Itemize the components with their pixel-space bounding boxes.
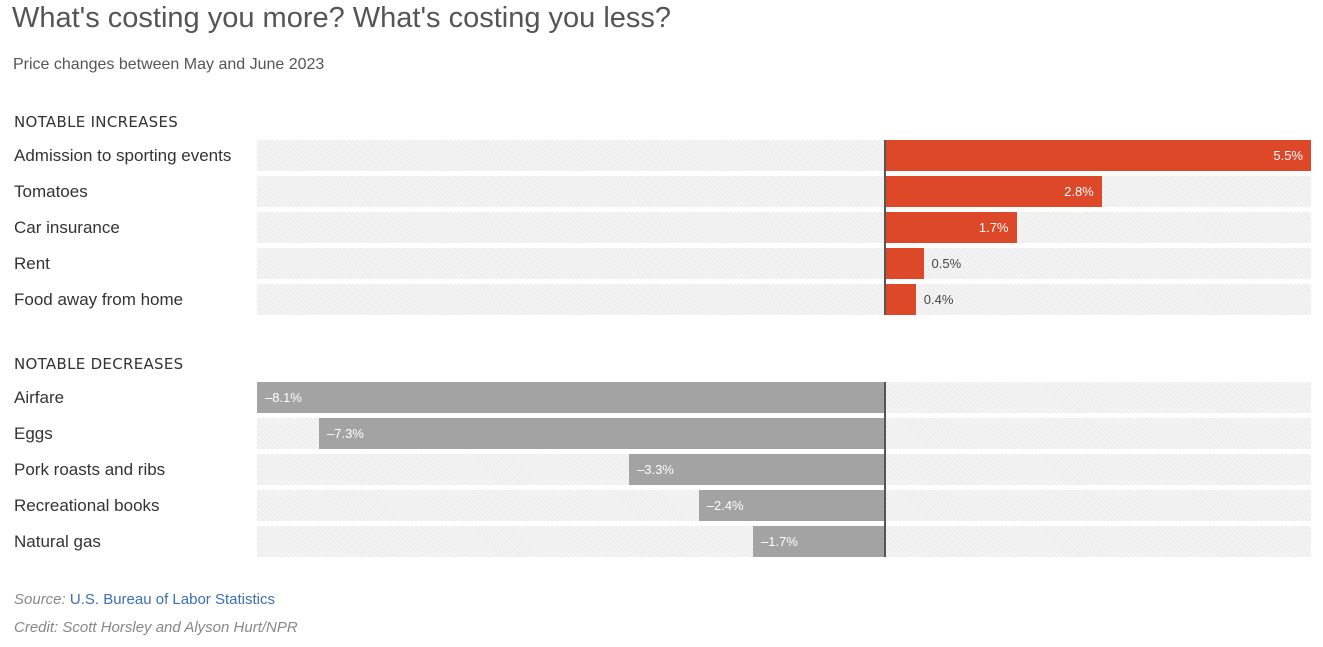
category-label: Car insurance (14, 218, 120, 237)
data-label: –8.1% (265, 390, 302, 405)
bar[interactable] (753, 526, 885, 557)
bar[interactable] (884, 176, 1102, 207)
zero-axis (883, 140, 886, 315)
data-label: –2.4% (706, 498, 744, 513)
category-label: Rent (14, 254, 50, 273)
bar-track (257, 248, 1311, 279)
source-label: Source: (14, 591, 66, 608)
data-label: –1.7% (761, 534, 798, 549)
chart-subtitle: Price changes between May and June 2023 (13, 56, 325, 73)
bar[interactable] (319, 418, 885, 449)
credit-line: Credit: Scott Horsley and Alyson Hurt/NP… (14, 619, 298, 636)
category-label: Recreational books (14, 496, 160, 515)
data-label: 0.5% (931, 256, 962, 271)
data-label: 5.5% (1273, 148, 1303, 163)
data-label: –7.3% (327, 426, 364, 441)
bar-track (257, 212, 1311, 243)
zero-axis (883, 382, 886, 557)
bar-track (257, 176, 1311, 207)
bar[interactable] (884, 212, 1017, 243)
bar[interactable] (884, 248, 924, 279)
bar[interactable] (257, 382, 885, 413)
bar-track (257, 284, 1311, 315)
chart-title: What's costing you more? What's costing … (12, 2, 672, 34)
category-label: Tomatoes (14, 182, 88, 201)
data-label: 0.4% (923, 292, 954, 307)
bar[interactable] (884, 140, 1311, 171)
category-label: Natural gas (14, 532, 101, 551)
data-label: 1.7% (978, 220, 1009, 235)
source-line: Source: U.S. Bureau of Labor Statistics (14, 591, 275, 608)
bar[interactable] (698, 490, 885, 521)
category-label: Pork roasts and ribs (14, 460, 166, 479)
category-label: Admission to sporting events (14, 146, 232, 165)
data-label: 2.8% (1064, 184, 1094, 199)
bar[interactable] (629, 454, 885, 485)
section-header: NOTABLE INCREASES (14, 113, 179, 131)
data-label: –3.3% (637, 462, 674, 477)
category-label: Airfare (14, 388, 65, 407)
source-link[interactable]: U.S. Bureau of Labor Statistics (69, 591, 275, 608)
category-label: Eggs (14, 424, 53, 443)
bar[interactable] (884, 284, 916, 315)
category-label: Food away from home (14, 290, 184, 309)
section-header: NOTABLE DECREASES (14, 355, 184, 373)
